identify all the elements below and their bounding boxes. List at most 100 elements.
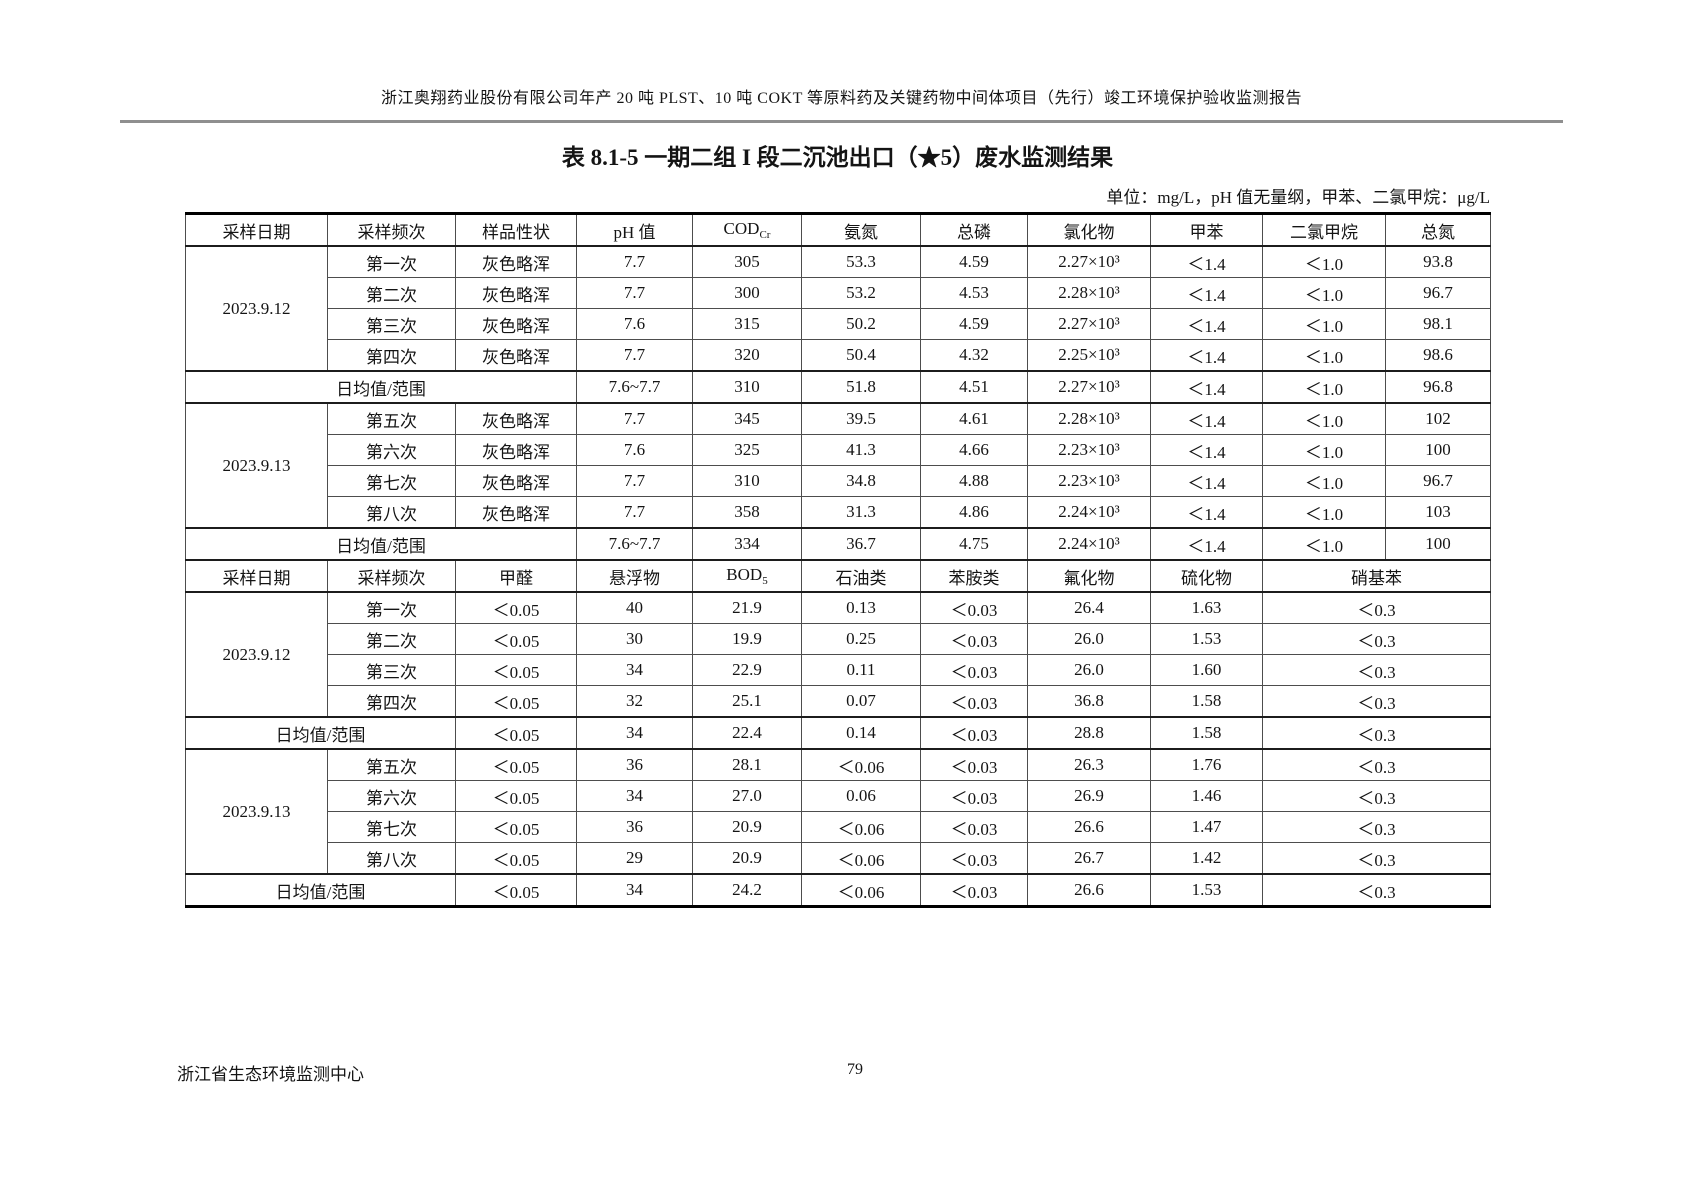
value-cell: 7.7 [576, 277, 693, 309]
value-cell: ＜0.05 [455, 873, 577, 908]
value-cell: ＜1.4 [1150, 370, 1263, 404]
value-cell: 31.3 [801, 496, 921, 529]
value-cell: ＜0.3 [1262, 748, 1491, 781]
daily-average-label: 日均值/范围 [185, 716, 456, 750]
value-cell: 40 [576, 591, 693, 624]
value-cell: 34 [576, 654, 693, 686]
date-cell: 2023.9.12 [185, 591, 328, 718]
daily-average-row: 日均值/范围 7.6~7.7 310 51.8 4.51 2.27×10³ ＜1… [185, 370, 1491, 404]
value-cell: 315 [692, 308, 802, 340]
value-cell: 320 [692, 339, 802, 372]
frequency-cell: 第八次 [327, 842, 456, 875]
value-cell: ＜0.3 [1262, 716, 1491, 750]
daily-average-row: 日均值/范围 7.6~7.7 334 36.7 4.75 2.24×10³ ＜1… [185, 527, 1491, 561]
value-cell: 21.9 [692, 591, 802, 624]
frequency-cell: 第三次 [327, 308, 456, 340]
value-cell: 300 [692, 277, 802, 309]
value-cell: ＜1.4 [1150, 245, 1263, 278]
value-cell: ＜0.03 [920, 780, 1028, 812]
value-cell: 96.8 [1385, 370, 1491, 404]
col-header-oil: 石油类 [801, 559, 921, 593]
value-cell: ＜0.3 [1262, 780, 1491, 812]
value-cell: 1.47 [1150, 811, 1263, 843]
value-cell: 灰色略浑 [455, 245, 577, 278]
value-cell: ＜0.03 [920, 591, 1028, 624]
col-header-tn: 总氮 [1385, 212, 1491, 247]
header-row-part2: 采样日期 采样频次 甲醛 悬浮物 BOD5 石油类 苯胺类 氟化物 硫化物 硝基… [185, 559, 1491, 593]
cod-subscript: Cr [759, 229, 771, 241]
value-cell: ＜0.03 [920, 748, 1028, 781]
value-cell: 36.8 [1027, 685, 1151, 718]
value-cell: 29 [576, 842, 693, 875]
value-cell: 28.1 [692, 748, 802, 781]
bod-label: BOD [726, 565, 763, 584]
value-cell: ＜1.4 [1150, 496, 1263, 529]
value-cell: 30 [576, 623, 693, 655]
value-cell: 50.2 [801, 308, 921, 340]
value-cell: 7.6 [576, 434, 693, 466]
value-cell: 2.24×10³ [1027, 527, 1151, 561]
value-cell: ＜1.0 [1262, 434, 1386, 466]
value-cell: 4.51 [920, 370, 1028, 404]
value-cell: ＜1.4 [1150, 465, 1263, 497]
value-cell: 7.7 [576, 339, 693, 372]
frequency-cell: 第七次 [327, 811, 456, 843]
unit-note: 单位：mg/L，pH 值无量纲，甲苯、二氯甲烷：μg/L [1106, 188, 1490, 207]
table-row: 2023.9.13 第五次 ＜0.05 36 28.1 ＜0.06 ＜0.03 … [185, 748, 1491, 875]
value-cell: 0.07 [801, 685, 921, 718]
value-cell: ＜1.0 [1262, 527, 1386, 561]
col-header-fluoride: 氟化物 [1027, 559, 1151, 593]
table-row: 第三次 灰色略浑 7.6 315 50.2 4.59 2.27×10³ ＜1.4… [186, 308, 1491, 340]
value-cell: ＜1.0 [1262, 277, 1386, 309]
value-cell: ＜0.05 [455, 811, 577, 843]
col-header-cod: CODCr [692, 212, 802, 247]
value-cell: 1.58 [1150, 716, 1263, 750]
frequency-cell: 第五次 [327, 402, 456, 435]
value-cell: 28.8 [1027, 716, 1151, 750]
frequency-cell: 第五次 [327, 748, 456, 781]
value-cell: 22.9 [692, 654, 802, 686]
value-cell: 4.86 [920, 496, 1028, 529]
value-cell: 7.7 [576, 245, 693, 278]
value-cell: 36 [576, 748, 693, 781]
table-row: 第八次 ＜0.05 29 20.9 ＜0.06 ＜0.03 26.7 1.42 … [186, 842, 1491, 875]
value-cell: 2.24×10³ [1027, 496, 1151, 529]
page-number: 79 [847, 1061, 863, 1078]
frequency-cell: 第二次 [327, 277, 456, 309]
value-cell: 2.27×10³ [1027, 308, 1151, 340]
col-header-ss: 悬浮物 [576, 559, 693, 593]
frequency-cell: 第八次 [327, 496, 456, 529]
col-header-toluene: 甲苯 [1150, 212, 1263, 247]
value-cell: ＜1.4 [1150, 308, 1263, 340]
value-cell: 51.8 [801, 370, 921, 404]
value-cell: 2.28×10³ [1027, 402, 1151, 435]
value-cell: ＜1.0 [1262, 370, 1386, 404]
value-cell: 1.58 [1150, 685, 1263, 718]
value-cell: 灰色略浑 [455, 277, 577, 309]
value-cell: 34 [576, 716, 693, 750]
value-cell: 2.25×10³ [1027, 339, 1151, 372]
value-cell: 26.6 [1027, 873, 1151, 908]
value-cell: ＜0.03 [920, 811, 1028, 843]
value-cell: 53.2 [801, 277, 921, 309]
value-cell: 41.3 [801, 434, 921, 466]
daily-average-row: 日均值/范围 ＜0.05 34 22.4 0.14 ＜0.03 28.8 1.5… [185, 716, 1491, 750]
value-cell: 1.60 [1150, 654, 1263, 686]
value-cell: 34.8 [801, 465, 921, 497]
value-cell: 灰色略浑 [455, 465, 577, 497]
table-row: 第二次 ＜0.05 30 19.9 0.25 ＜0.03 26.0 1.53 ＜… [186, 623, 1491, 655]
frequency-cell: 第三次 [327, 654, 456, 686]
value-cell: 53.3 [801, 245, 921, 278]
value-cell: 7.6 [576, 308, 693, 340]
col-header-ammonia: 氨氮 [801, 212, 921, 247]
col-header-dcm: 二氯甲烷 [1262, 212, 1386, 247]
table-row: 第七次 灰色略浑 7.7 310 34.8 4.88 2.23×10³ ＜1.4… [186, 465, 1491, 497]
date-cell: 2023.9.13 [185, 402, 328, 529]
value-cell: 灰色略浑 [455, 308, 577, 340]
value-cell: 灰色略浑 [455, 496, 577, 529]
value-cell: 1.63 [1150, 591, 1263, 624]
value-cell: ＜1.0 [1262, 308, 1386, 340]
value-cell: ＜1.4 [1150, 434, 1263, 466]
col-header-nitrobenzene: 硝基苯 [1262, 559, 1491, 593]
table-row: 2023.9.12 第一次 ＜0.05 40 21.9 0.13 ＜0.03 2… [185, 591, 1491, 718]
